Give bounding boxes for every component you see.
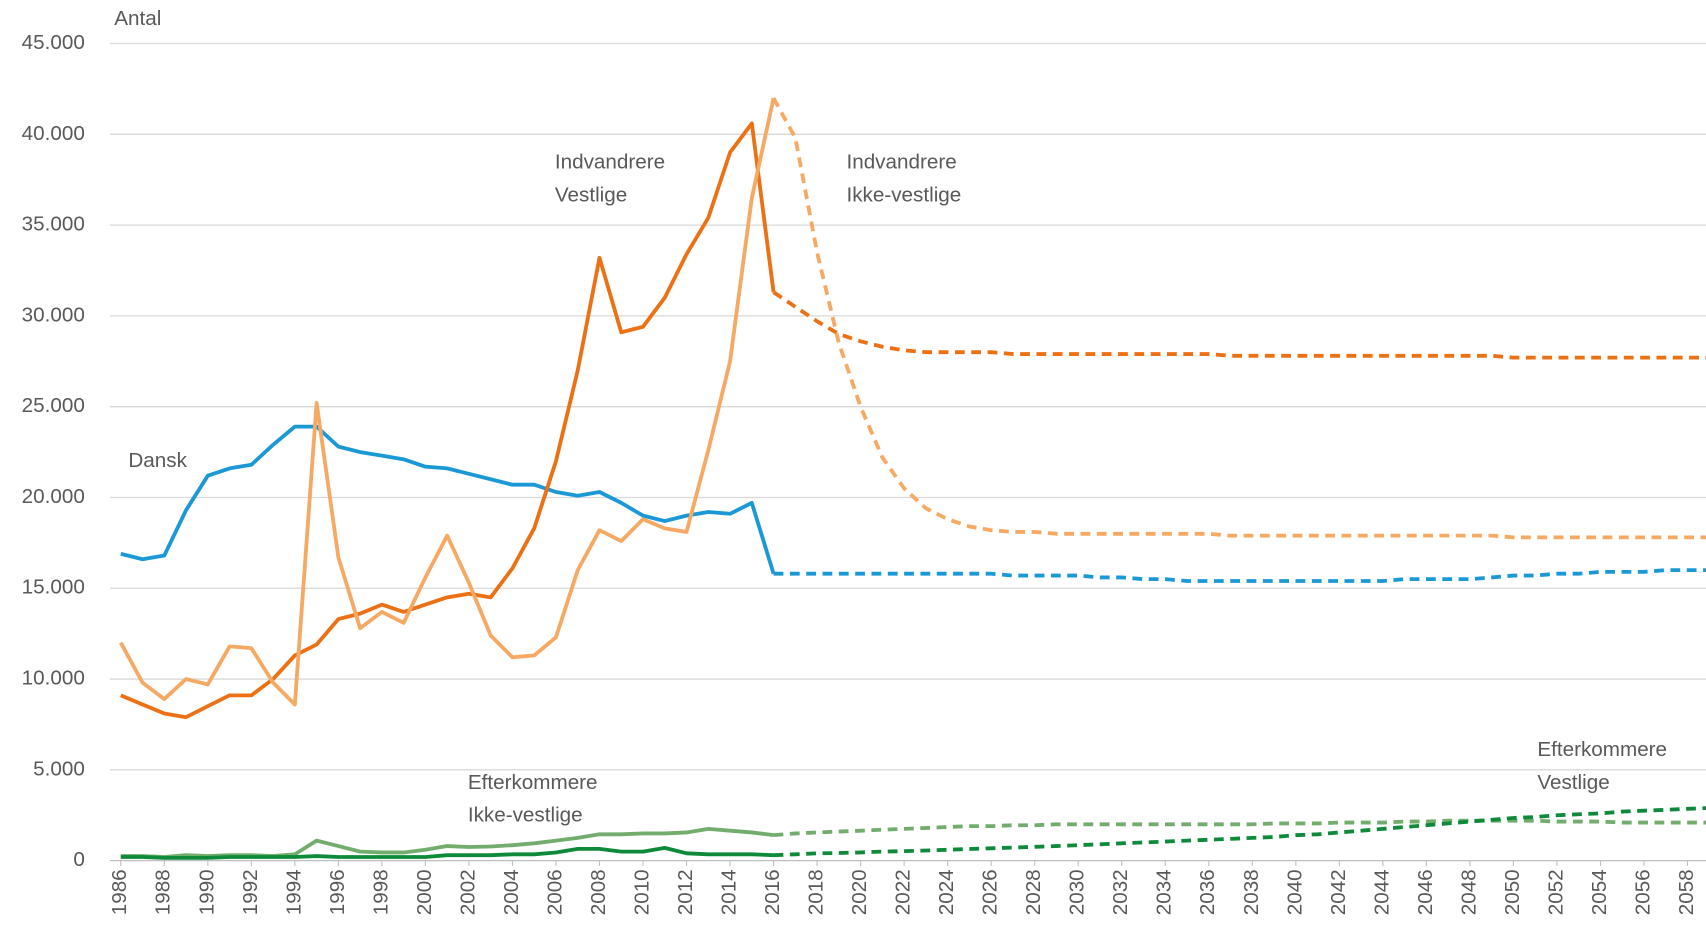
series-label: Efterkommere	[1537, 738, 1667, 761]
x-tick-label: 1994	[282, 869, 305, 915]
x-tick-label: 2042	[1327, 869, 1350, 915]
x-tick-label: 2048	[1457, 869, 1480, 915]
series-label: Vestlige	[1537, 771, 1609, 794]
x-tick-label: 1988	[152, 869, 175, 915]
history-line	[120, 845, 774, 860]
y-tick-label: 15.000	[22, 576, 85, 599]
x-tick-label: 2000	[413, 869, 436, 915]
y-tick-label: 30.000	[22, 303, 85, 326]
y-tick-label: 5.000	[33, 757, 85, 780]
y-tick-label: 0	[73, 848, 85, 871]
x-tick-label: 2006	[543, 869, 566, 915]
y-tick-label: 20.000	[22, 485, 85, 508]
x-tick-label: 2052	[1544, 869, 1567, 915]
x-tick-label: 2004	[500, 869, 523, 915]
x-tick-label: 1992	[239, 869, 262, 915]
x-tick-label: 2054	[1588, 869, 1611, 915]
x-tick-label: 2030	[1066, 869, 1089, 915]
x-tick-label: 2040	[1283, 869, 1306, 915]
x-tick-label: 1996	[326, 869, 349, 915]
y-tick-label: 10.000	[22, 667, 85, 690]
x-tick-label: 2034	[1153, 869, 1176, 915]
series-label: Ikke-vestlige	[846, 183, 961, 206]
history-line	[120, 826, 774, 859]
series-label: Vestlige	[555, 183, 627, 206]
series-label: Indvandrere	[846, 151, 956, 174]
x-tick-label: 2016	[761, 869, 784, 915]
history-line	[120, 424, 776, 575]
x-tick-label: 2036	[1196, 869, 1219, 915]
x-tick-label: 2002	[456, 869, 479, 915]
x-tick-label: 2028	[1022, 869, 1045, 915]
projection-line	[773, 806, 1706, 858]
x-tick-label: 2032	[1109, 869, 1132, 915]
y-tick-label: 45.000	[22, 31, 85, 54]
x-tick-label: 2010	[630, 869, 653, 915]
x-tick-label: 2020	[848, 869, 871, 915]
projection-line	[771, 97, 1706, 540]
x-tick-label: 2056	[1631, 869, 1654, 915]
x-tick-label: 1986	[108, 869, 131, 915]
history-line	[119, 97, 776, 707]
x-tick-label: 2018	[805, 869, 828, 915]
projection-line	[773, 818, 1706, 838]
y-tick-label: 40.000	[22, 122, 85, 145]
projection-line	[773, 568, 1706, 583]
y-tick-label: 35.000	[22, 213, 85, 236]
history-line	[120, 121, 776, 720]
x-tick-label: 2026	[979, 869, 1002, 915]
x-tick-label: 2046	[1414, 869, 1437, 915]
x-tick-label: 1990	[195, 869, 218, 915]
series-label: Indvandrere	[555, 151, 665, 174]
x-tick-label: 2038	[1240, 869, 1263, 915]
x-tick-label: 2058	[1675, 869, 1698, 915]
x-tick-label: 1998	[369, 869, 392, 915]
series-label: Dansk	[128, 449, 187, 472]
x-tick-label: 2008	[587, 869, 610, 915]
x-tick-label: 2024	[935, 869, 958, 915]
y-axis-label: Antal	[114, 7, 161, 30]
series-label: Efterkommere	[468, 771, 598, 794]
projection-line	[772, 290, 1706, 360]
y-tick-label: 25.000	[22, 394, 85, 417]
x-tick-label: 2050	[1501, 869, 1524, 915]
series-label: Ikke-vestlige	[468, 803, 583, 826]
x-tick-label: 2022	[892, 869, 915, 915]
x-tick-label: 2014	[718, 869, 741, 915]
x-tick-label: 2012	[674, 869, 697, 915]
x-tick-label: 2044	[1370, 869, 1393, 915]
